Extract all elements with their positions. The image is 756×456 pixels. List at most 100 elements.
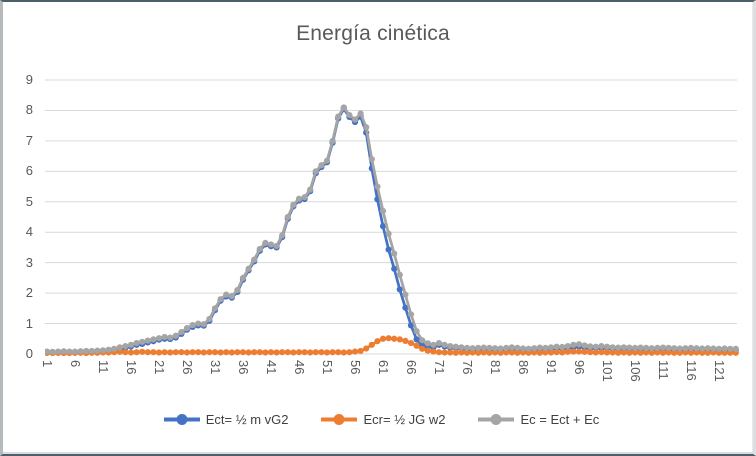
series-marker [430, 348, 437, 355]
series-marker [368, 341, 375, 348]
series-marker [486, 349, 493, 356]
series-marker [323, 349, 331, 356]
series-marker [671, 349, 678, 356]
series-marker [570, 348, 577, 355]
series-marker [111, 345, 118, 352]
series-marker [385, 335, 392, 342]
series-marker [116, 344, 123, 351]
x-axis-tick-label: 91 [543, 360, 559, 375]
series-marker [581, 342, 588, 349]
series-marker [351, 348, 359, 355]
x-axis-tick-label: 26 [179, 360, 195, 375]
chart-title: Energía cinética [296, 22, 450, 45]
series-marker [178, 349, 185, 356]
series-marker [631, 344, 639, 352]
series-marker [318, 162, 325, 169]
series-marker [239, 274, 247, 281]
series-marker [161, 333, 168, 341]
series-marker [127, 349, 135, 356]
series-marker [458, 344, 465, 351]
series-marker [290, 201, 297, 208]
series-marker [301, 349, 308, 356]
series-marker [379, 223, 387, 230]
series-marker [564, 342, 571, 350]
series-marker [704, 345, 711, 352]
series-marker [363, 345, 370, 352]
series-marker [116, 348, 123, 355]
series-marker [335, 349, 342, 356]
series-marker [676, 349, 683, 356]
series-marker [183, 349, 191, 356]
series-marker [133, 339, 140, 347]
series-marker [307, 186, 314, 193]
series-marker [643, 344, 650, 352]
x-axis-tick-label: 46 [291, 360, 307, 375]
series-marker [402, 291, 409, 298]
series-marker [351, 116, 359, 123]
series-marker [391, 335, 398, 342]
series-marker [491, 345, 499, 352]
series-marker [127, 341, 135, 348]
series-marker [581, 348, 588, 355]
series-marker [71, 348, 79, 355]
legend-item-series-2: Ecr= ½ JG w2 [320, 412, 445, 427]
series-marker [379, 335, 387, 342]
series-marker [200, 349, 207, 356]
series-marker [211, 349, 219, 356]
series-marker [441, 341, 448, 348]
series-marker [206, 315, 213, 323]
series-marker [45, 348, 51, 355]
series-marker [195, 320, 202, 327]
series-marker [99, 347, 107, 354]
x-axis-tick-label: 86 [515, 360, 531, 375]
series-marker [273, 349, 280, 356]
series-marker [603, 343, 611, 350]
series-marker [60, 348, 67, 355]
series-marker [195, 349, 202, 356]
series-marker [262, 349, 269, 356]
series-marker [183, 325, 191, 332]
x-axis-tick-label: 31 [207, 360, 223, 375]
series-marker [228, 293, 235, 300]
series-marker [536, 344, 543, 351]
x-axis-tick-label: 116 [683, 360, 699, 381]
series-marker [217, 296, 224, 303]
series-marker [503, 344, 510, 352]
series-marker [363, 124, 370, 131]
series-marker [699, 345, 706, 352]
series-marker [346, 111, 353, 119]
series-marker [167, 349, 174, 356]
series-marker [391, 250, 398, 257]
series-marker [603, 349, 611, 356]
series-marker [475, 344, 482, 352]
series-marker [396, 271, 403, 278]
series-marker [575, 348, 583, 355]
x-axis-tick-label: 106 [627, 360, 643, 382]
series-marker [542, 344, 549, 352]
series-marker [284, 213, 291, 221]
series-marker [587, 349, 594, 356]
series-marker [279, 349, 286, 356]
series-marker [564, 348, 571, 355]
series-marker [620, 344, 627, 351]
series-marker [144, 337, 151, 344]
series-marker [659, 344, 667, 351]
series-marker [379, 207, 387, 215]
legend-item-series-1: Ect= ½ m vG2 [163, 412, 288, 427]
y-axis-tick-label: 7 [25, 132, 33, 148]
series-marker [665, 349, 672, 356]
x-axis-tick-label: 56 [347, 360, 363, 375]
series-marker [122, 349, 129, 356]
series-marker [267, 241, 275, 248]
x-axis-tick-label: 6 [67, 360, 83, 368]
series-marker [469, 345, 476, 352]
legend-marker-icon [478, 413, 515, 425]
series-marker [699, 349, 706, 356]
series-marker [374, 338, 381, 345]
series-line-3 [45, 106, 738, 354]
series-marker [374, 183, 381, 190]
series-marker [413, 336, 420, 343]
y-axis-tick-label: 3 [25, 254, 33, 270]
series-marker [391, 265, 398, 272]
